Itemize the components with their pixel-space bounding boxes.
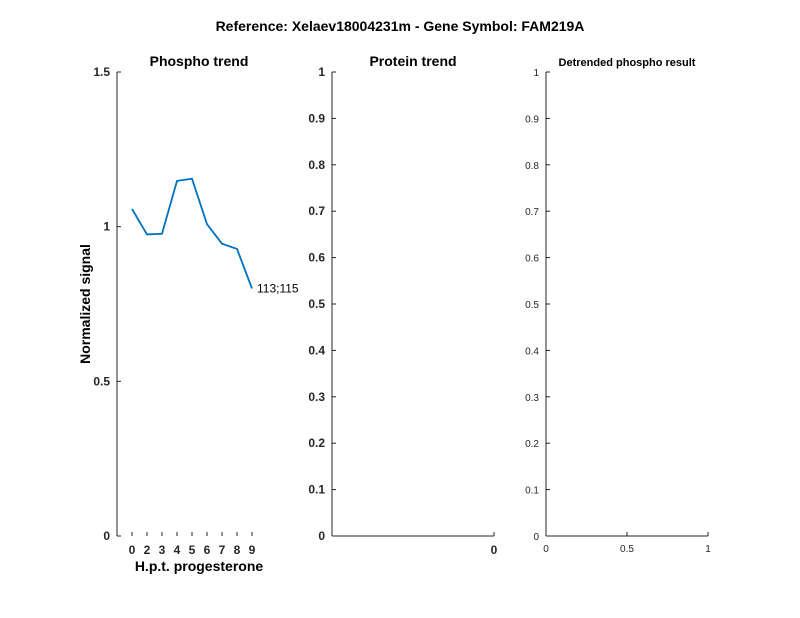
x-tick-label: 5 <box>189 543 196 557</box>
x-tick-label: 8 <box>234 543 241 557</box>
x-tick-label: 7 <box>219 543 226 557</box>
y-tick-label: 0.5 <box>308 297 325 311</box>
y-tick-label: 0.9 <box>525 114 539 125</box>
series-end-label: 113;115 <box>257 282 299 296</box>
detrended-title: Detrended phospho result <box>559 57 696 69</box>
y-tick-label: 0.8 <box>525 161 539 172</box>
y-tick-label: 0.7 <box>525 207 539 218</box>
x-tick-label: 2 <box>144 543 151 557</box>
y-tick-label: 1 <box>533 68 539 79</box>
detrended-panel: Detrended phospho result 0 0.1 0.2 0.3 0.4 0.… <box>525 57 711 555</box>
y-tick-label: 0.5 <box>93 374 110 388</box>
figure-suptitle: Reference: Xelaev18004231m - Gene Symbol… <box>216 18 585 34</box>
phospho-x-label: H.p.t. progesterone <box>135 558 264 574</box>
protein-x-ticks: 0 <box>491 532 498 557</box>
y-tick-label: 0.6 <box>525 254 539 265</box>
y-tick-label: 0.1 <box>525 486 539 497</box>
y-tick-label: 1.5 <box>93 65 110 79</box>
x-tick-label: 0 <box>491 543 498 557</box>
y-tick-label: 0.1 <box>308 483 325 497</box>
y-tick-label: 0.4 <box>525 346 539 357</box>
detrended-x-ticks: 0 0.5 1 <box>543 532 711 555</box>
x-tick-label: 4 <box>174 543 181 557</box>
detrended-y-ticks: 0 0.1 0.2 0.3 0.4 0.5 0.6 0.7 0.8 0.9 1 <box>525 68 550 543</box>
phospho-trend-title: Phospho trend <box>150 53 249 69</box>
protein-y-ticks: 0 0.1 0.2 0.3 0.4 0.5 0.6 0.7 0.8 0.9 1 <box>308 65 336 543</box>
x-tick-label: 0.5 <box>620 544 634 555</box>
x-tick-label: 0 <box>129 543 136 557</box>
y-tick-label: 0 <box>318 529 325 543</box>
y-tick-label: 1 <box>103 220 110 234</box>
y-tick-label: 0.4 <box>308 343 325 357</box>
y-tick-label: 0.7 <box>308 204 325 218</box>
y-tick-label: 0.2 <box>308 436 325 450</box>
protein-trend-title: Protein trend <box>369 53 456 69</box>
x-tick-label: 0 <box>543 544 549 555</box>
phospho-series: 113;115 <box>131 177 299 296</box>
y-tick-label: 1 <box>318 65 325 79</box>
y-tick-label: 0.3 <box>308 390 325 404</box>
x-tick-label: 9 <box>249 543 256 557</box>
phospho-y-ticks: 0 0.5 1 1.5 <box>93 65 121 543</box>
y-tick-label: 0.3 <box>525 393 539 404</box>
x-tick-label: 6 <box>204 543 211 557</box>
y-tick-label: 0.6 <box>308 251 325 265</box>
phospho-y-label: Normalized signal <box>77 244 93 364</box>
y-tick-label: 0.5 <box>525 300 539 311</box>
protein-trend-panel: Protein trend 00.10.20.30.40.50.60.70.80… <box>308 53 497 557</box>
y-tick-label: 0.9 <box>308 111 325 125</box>
y-tick-label: 0.8 <box>308 158 325 172</box>
phospho-series-line <box>131 177 253 289</box>
x-tick-label: 3 <box>159 543 166 557</box>
y-tick-label: 0 <box>103 529 110 543</box>
y-tick-label: 0 <box>533 532 539 543</box>
y-tick-label: 0.2 <box>525 439 539 450</box>
x-tick-label: 1 <box>705 544 711 555</box>
